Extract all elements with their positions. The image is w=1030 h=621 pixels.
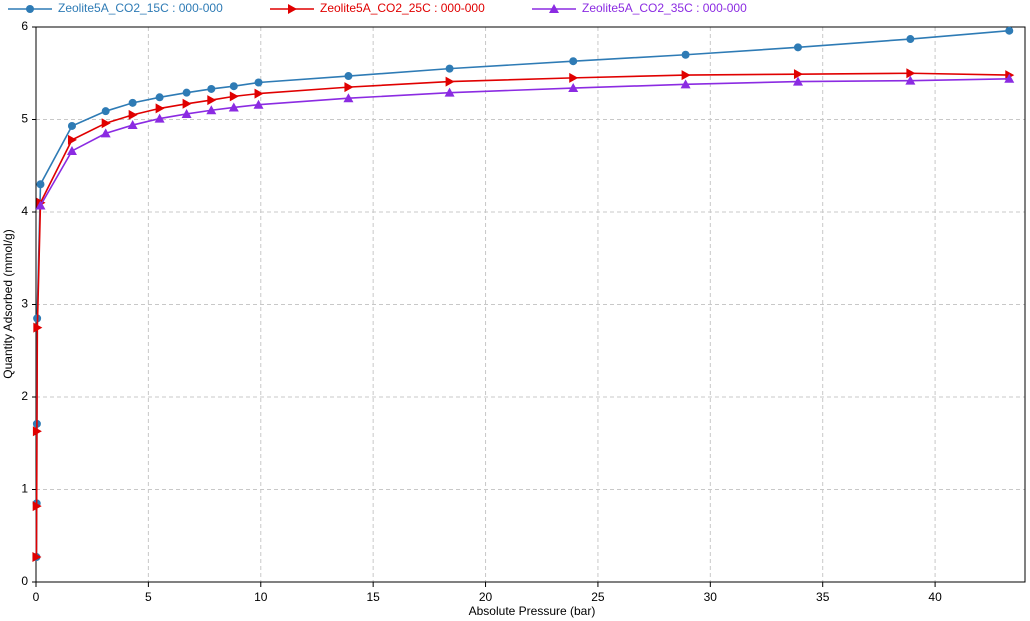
marker: [793, 69, 803, 80]
marker: [344, 82, 354, 93]
marker: [681, 70, 691, 81]
marker: [569, 57, 578, 66]
marker: [793, 43, 802, 52]
marker: [343, 93, 354, 103]
y-tick-label: 3: [21, 297, 28, 311]
legend-marker: [26, 5, 34, 13]
marker: [67, 134, 77, 145]
marker: [344, 72, 353, 81]
marker: [101, 118, 111, 129]
series-line: [35, 72, 1010, 558]
marker: [444, 87, 455, 97]
marker: [254, 78, 263, 87]
marker: [229, 82, 238, 91]
marker: [32, 552, 42, 563]
marker: [207, 84, 216, 93]
x-tick-label: 30: [704, 590, 718, 604]
marker: [32, 501, 42, 512]
marker: [206, 105, 217, 115]
x-tick-label: 20: [479, 590, 493, 604]
marker: [67, 121, 76, 130]
y-tick-label: 6: [21, 19, 28, 33]
y-tick-label: 0: [21, 574, 28, 588]
y-tick-label: 2: [21, 389, 28, 403]
x-tick-label: 10: [254, 590, 268, 604]
marker: [128, 109, 138, 120]
marker: [182, 88, 191, 97]
series-line: [35, 29, 1010, 558]
marker: [1005, 26, 1014, 35]
marker: [569, 72, 579, 83]
marker: [36, 180, 45, 189]
marker: [127, 120, 138, 130]
marker: [33, 322, 43, 333]
marker: [906, 35, 915, 44]
marker: [155, 103, 165, 114]
marker: [253, 99, 264, 109]
marker: [254, 88, 264, 99]
x-tick-label: 25: [591, 590, 605, 604]
marker: [128, 98, 137, 107]
marker: [445, 76, 455, 87]
legend-marker: [549, 4, 559, 13]
marker: [568, 83, 579, 93]
marker: [154, 113, 165, 123]
marker: [792, 76, 803, 86]
legend-label: Zeolite5A_CO2_25C : 000-000: [320, 1, 485, 15]
legend-marker: [288, 4, 297, 14]
marker: [207, 95, 217, 106]
marker: [35, 200, 46, 210]
y-tick-label: 1: [21, 482, 28, 496]
marker: [445, 64, 454, 73]
marker: [32, 426, 42, 437]
marker: [228, 102, 239, 112]
plot-frame: [35, 26, 1026, 583]
y-axis-label: Quantity Adsorbed (mmol/g): [1, 229, 15, 378]
x-tick-label: 0: [33, 590, 40, 604]
legend-label: Zeolite5A_CO2_15C : 000-000: [58, 1, 223, 15]
marker: [101, 107, 110, 116]
y-tick-label: 5: [21, 112, 28, 126]
marker: [1004, 73, 1015, 83]
series-line: [39, 78, 1010, 206]
legend-label: Zeolite5A_CO2_35C : 000-000: [582, 1, 747, 15]
x-tick-label: 40: [928, 590, 942, 604]
x-tick-label: 35: [816, 590, 830, 604]
marker: [182, 98, 192, 109]
marker: [100, 128, 111, 138]
x-axis-label: Absolute Pressure (bar): [469, 604, 596, 618]
marker: [681, 50, 690, 59]
x-tick-label: 15: [366, 590, 380, 604]
x-tick-label: 5: [145, 590, 152, 604]
marker: [680, 79, 691, 89]
marker: [155, 93, 164, 102]
y-tick-label: 4: [21, 204, 28, 218]
marker: [906, 68, 916, 79]
marker: [181, 108, 192, 118]
marker: [66, 145, 77, 155]
marker: [905, 75, 916, 85]
marker: [229, 91, 239, 102]
